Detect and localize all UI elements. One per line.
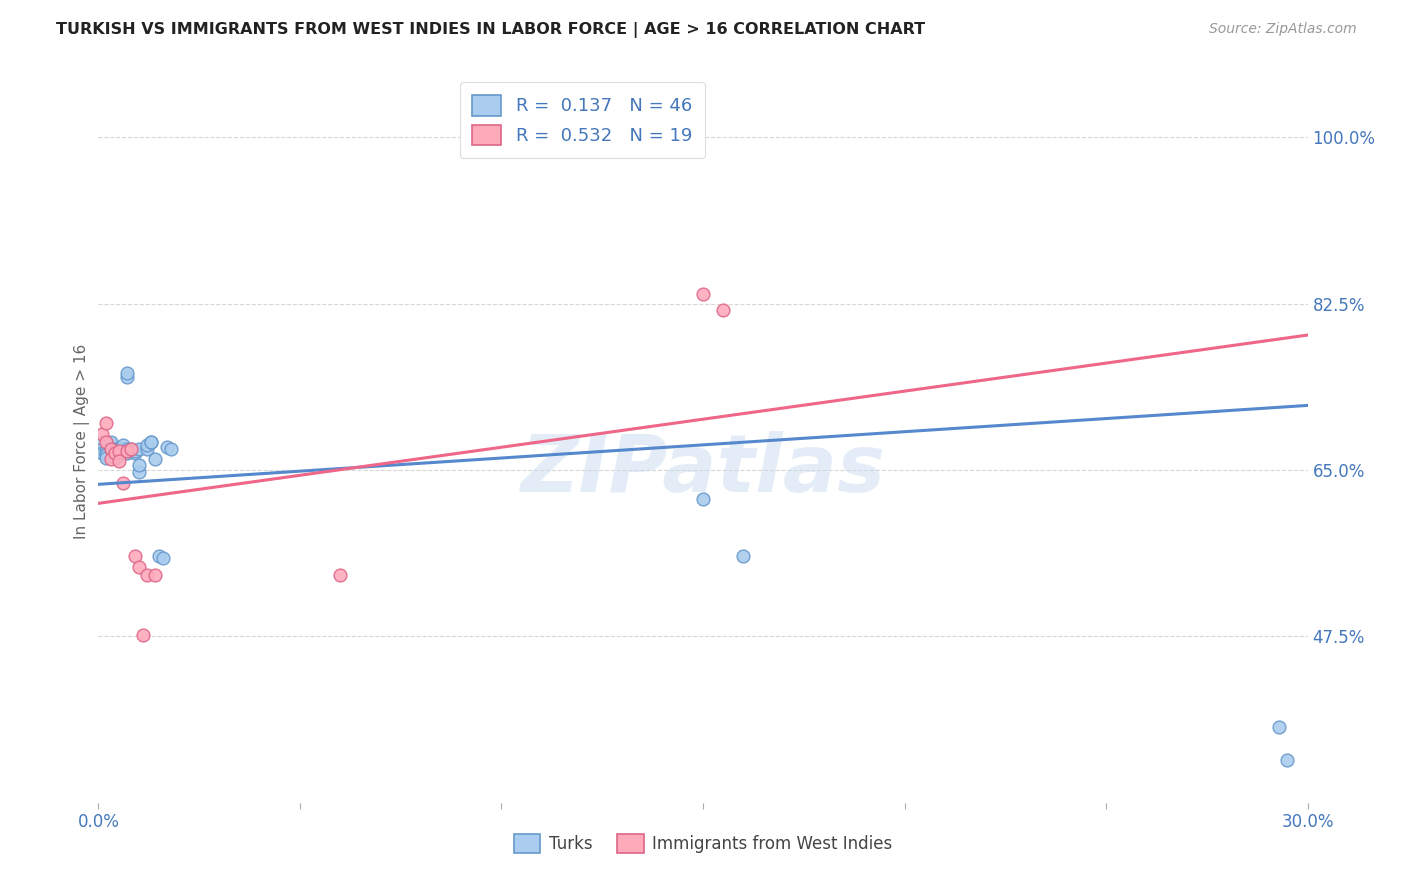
Point [103,446,125,460]
Point [135,567,157,582]
Point [132,628,155,642]
Point [124,446,146,460]
Point [96,448,118,462]
Point [103,446,125,460]
Point [139,434,162,449]
Point [692,287,714,301]
Legend: Turks, Immigrants from West Indies: Turks, Immigrants from West Indies [508,827,898,860]
Point [111,442,134,457]
Point [100,440,122,454]
Point [100,451,122,466]
Point [107,444,129,458]
Point [91,434,114,449]
Point [100,442,122,457]
Text: Source: ZipAtlas.com: Source: ZipAtlas.com [1209,22,1357,37]
Point [103,442,125,457]
Point [120,444,142,458]
Point [733,549,755,563]
Point [692,491,714,506]
Point [107,453,129,467]
Point [148,549,170,563]
Point [103,450,125,465]
Point [128,458,150,473]
Point [120,442,142,457]
Point [156,440,179,454]
Point [96,416,118,430]
Point [96,450,118,465]
Point [135,442,157,457]
Point [111,438,134,452]
Point [111,446,134,460]
Point [115,366,138,380]
Point [143,451,166,466]
Point [128,465,150,479]
Point [91,446,114,460]
Point [103,444,125,458]
Point [100,442,122,457]
Point [100,434,122,449]
Point [143,567,166,582]
Point [91,442,114,457]
Point [139,434,162,449]
Point [115,442,138,457]
Point [160,442,183,457]
Point [107,444,129,458]
Point [91,426,114,441]
Point [115,446,138,460]
Point [128,560,150,574]
Point [152,550,174,565]
Point [1268,720,1291,734]
Point [124,444,146,458]
Point [96,446,118,460]
Point [711,303,734,318]
Point [100,438,122,452]
Point [120,442,142,457]
Text: ZIPatlas: ZIPatlas [520,432,886,509]
Point [107,448,129,462]
Point [96,434,118,449]
Point [115,370,138,384]
Point [1277,753,1299,767]
Point [96,443,118,458]
Point [135,438,157,452]
Point [107,443,129,458]
Point [329,567,352,582]
Text: TURKISH VS IMMIGRANTS FROM WEST INDIES IN LABOR FORCE | AGE > 16 CORRELATION CHA: TURKISH VS IMMIGRANTS FROM WEST INDIES I… [56,22,925,38]
Point [107,441,129,455]
Y-axis label: In Labor Force | Age > 16: In Labor Force | Age > 16 [73,344,90,539]
Point [111,476,134,491]
Point [124,549,146,563]
Point [128,442,150,457]
Point [115,444,138,458]
